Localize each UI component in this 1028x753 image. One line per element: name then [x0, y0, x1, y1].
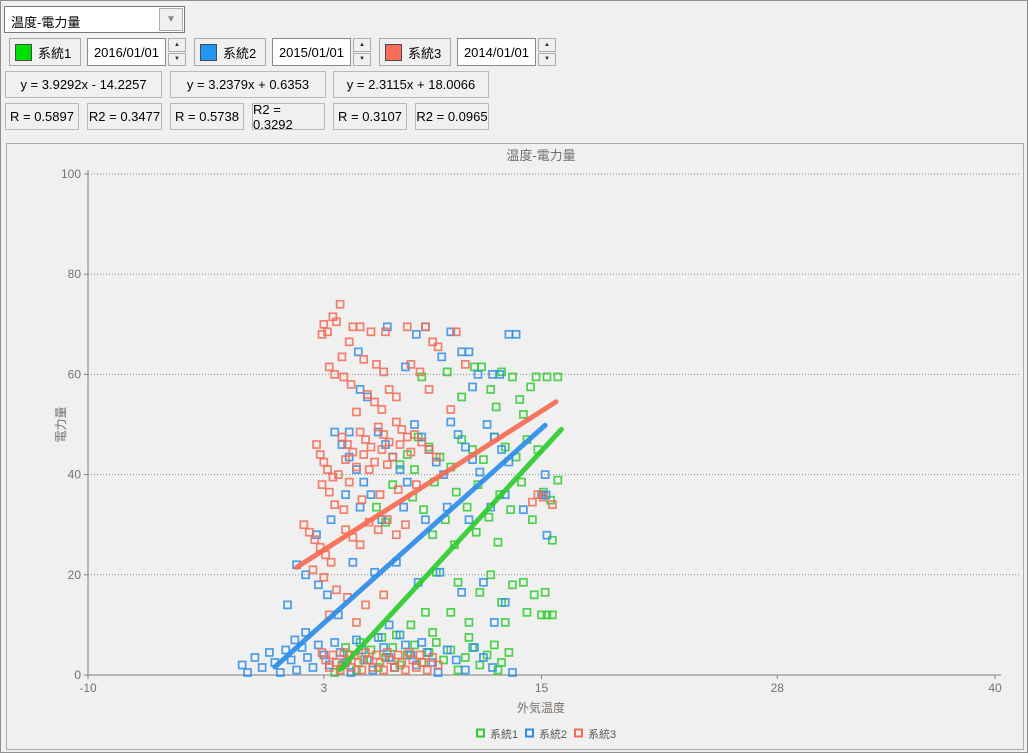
series2-date-up-button[interactable]: ▲ [353, 38, 371, 52]
chart-panel: 温度-電力量 0 20 40 60 80 100 -10 3 15 28 40 外気温度 電力量系統1 系統… [6, 143, 1024, 750]
series3-date-up-button[interactable]: ▲ [538, 38, 556, 52]
svg-text:外気温度: 外気温度 [517, 700, 565, 715]
series1-date-down-button[interactable]: ▼ [168, 52, 186, 66]
svg-text:40: 40 [988, 681, 1002, 695]
series1-equation: y = 3.9292x - 14.2257 [5, 71, 162, 98]
series2-color-swatch [200, 43, 217, 61]
series2-equation: y = 3.2379x + 0.6353 [170, 71, 326, 98]
series3-date-down-button[interactable]: ▼ [538, 52, 556, 66]
series2-r-value: R = 0.5738 [170, 103, 244, 130]
series1-r-value: R = 0.5897 [5, 103, 79, 130]
chart-type-value: 温度-電力量 [11, 15, 81, 30]
series2-date-spinner[interactable]: 2015/01/01 ▲ ▼ [272, 38, 371, 66]
series1-button[interactable]: 系統1 [9, 38, 81, 66]
svg-text:0: 0 [74, 668, 81, 682]
svg-text:28: 28 [771, 681, 785, 695]
svg-text:80: 80 [68, 267, 82, 281]
series3-button[interactable]: 系統3 [379, 38, 451, 66]
svg-text:系統1: 系統1 [490, 727, 518, 741]
svg-text:系統3: 系統3 [588, 727, 616, 741]
series2-r2-value: R2 = 0.3292 [252, 102, 325, 132]
series3-r2-value: R2 = 0.0965 [415, 103, 489, 130]
series2-date-value[interactable]: 2015/01/01 [272, 38, 351, 66]
svg-text:60: 60 [68, 367, 82, 381]
series3-r-value: R = 0.3107 [333, 103, 407, 130]
series3-equation: y = 2.3115x + 18.0066 [333, 71, 489, 98]
series3-color-swatch [385, 43, 402, 61]
svg-text:40: 40 [68, 468, 82, 482]
svg-text:-10: -10 [79, 681, 97, 695]
series1-r2-value: R2 = 0.3477 [87, 103, 162, 130]
svg-text:15: 15 [535, 681, 549, 695]
series2-label: 系統2 [223, 45, 257, 61]
series1-date-spinner[interactable]: 2016/01/01 ▲ ▼ [87, 38, 186, 66]
svg-text:20: 20 [68, 568, 82, 582]
svg-text:3: 3 [320, 681, 327, 695]
chevron-down-icon[interactable]: ▼ [159, 8, 183, 31]
svg-text:電力量: 電力量 [54, 406, 68, 442]
svg-text:系統2: 系統2 [539, 727, 567, 741]
series3-date-value[interactable]: 2014/01/01 [457, 38, 536, 66]
svg-text:温度-電力量: 温度-電力量 [506, 148, 575, 163]
chart-type-combobox[interactable]: 温度-電力量 ▼ [4, 6, 185, 33]
series1-label: 系統1 [38, 45, 72, 61]
series1-date-up-button[interactable]: ▲ [168, 38, 186, 52]
series2-button[interactable]: 系統2 [194, 38, 266, 66]
series2-date-down-button[interactable]: ▼ [353, 52, 371, 66]
series1-date-value[interactable]: 2016/01/01 [87, 38, 166, 66]
svg-text:100: 100 [61, 167, 81, 181]
series3-label: 系統3 [408, 45, 442, 61]
series1-color-swatch [15, 43, 32, 61]
series3-date-spinner[interactable]: 2014/01/01 ▲ ▼ [457, 38, 556, 66]
